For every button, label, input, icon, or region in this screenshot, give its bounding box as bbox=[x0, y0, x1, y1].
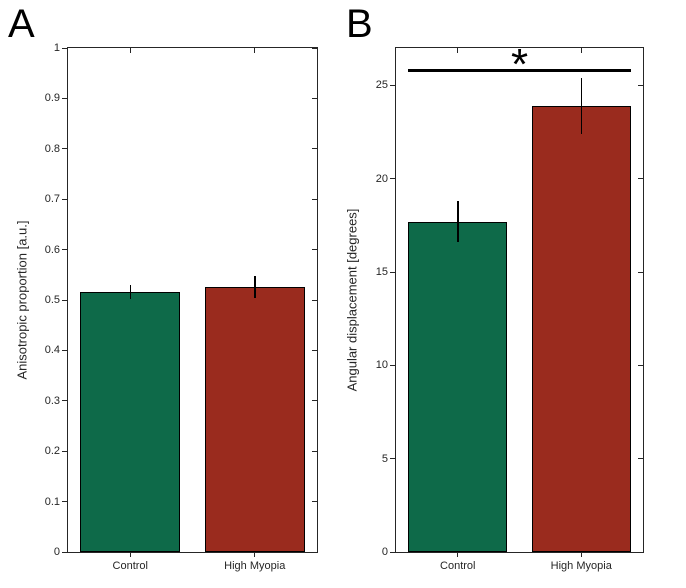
y-tick bbox=[62, 249, 67, 251]
y-tick bbox=[390, 364, 395, 366]
y-tick-mirror bbox=[312, 249, 317, 251]
x-tick-label-control: Control bbox=[440, 560, 476, 572]
panel-b-plot-area: 0 5 10 15 20 25 Control High Myopia * bbox=[376, 43, 644, 572]
error-bar-control bbox=[129, 285, 131, 300]
y-tick-mirror bbox=[312, 551, 317, 553]
y-tick bbox=[62, 349, 67, 351]
x-tick-mirror bbox=[580, 48, 582, 53]
y-tick-mirror bbox=[638, 364, 643, 366]
panel-a-label: A bbox=[8, 2, 35, 46]
y-tick-label: 0.3 bbox=[44, 394, 60, 407]
y-tick-label: 0.9 bbox=[44, 92, 60, 105]
x-tick-mirror bbox=[254, 48, 256, 53]
y-tick bbox=[390, 178, 395, 180]
y-tick-label: 15 bbox=[375, 266, 388, 278]
y-tick-label: 20 bbox=[375, 172, 388, 185]
error-bar-high-myopia bbox=[254, 276, 256, 299]
y-tick-mirror bbox=[312, 400, 317, 402]
y-tick-mirror bbox=[312, 450, 317, 452]
y-tick-label: 0.6 bbox=[44, 243, 60, 256]
x-tick bbox=[580, 552, 582, 557]
y-tick bbox=[390, 84, 395, 86]
y-tick-mirror bbox=[312, 349, 317, 351]
panel-b-label: B bbox=[346, 2, 373, 46]
y-tick bbox=[62, 47, 67, 49]
y-tick-mirror bbox=[312, 198, 317, 200]
x-tick-mirror bbox=[129, 48, 131, 53]
bar-control bbox=[80, 292, 181, 552]
y-tick-label: 0.8 bbox=[44, 142, 60, 155]
y-tick-label: 0.1 bbox=[44, 495, 60, 508]
panel-a-plot-area: 0 0.1 0.2 0.3 0.4 0.5 0.6 0.7 0.8 0.9 1 Control High… bbox=[45, 42, 318, 572]
y-tick bbox=[62, 400, 67, 402]
y-tick-label: 1 bbox=[53, 42, 60, 54]
x-tick bbox=[129, 552, 131, 557]
y-tick bbox=[62, 551, 67, 553]
y-tick-label: 0.2 bbox=[44, 445, 60, 458]
y-tick-mirror bbox=[312, 148, 317, 150]
y-tick-mirror bbox=[638, 458, 643, 460]
y-tick-mirror bbox=[312, 501, 317, 503]
y-tick bbox=[62, 501, 67, 503]
y-tick bbox=[62, 450, 67, 452]
y-tick-mirror bbox=[638, 271, 643, 273]
bar-high-myopia bbox=[204, 287, 305, 552]
x-tick-label-high-myopia: High Myopia bbox=[224, 560, 286, 572]
y-tick bbox=[62, 148, 67, 150]
y-tick-label: 5 bbox=[381, 452, 388, 465]
y-tick-label: 0.5 bbox=[44, 294, 60, 306]
y-tick bbox=[390, 458, 395, 460]
x-tick bbox=[254, 552, 256, 557]
y-tick-mirror bbox=[312, 97, 317, 99]
y-tick bbox=[390, 271, 395, 273]
y-tick-label: 0 bbox=[381, 546, 388, 558]
error-bar-control bbox=[457, 201, 459, 243]
x-tick-mirror bbox=[457, 48, 459, 53]
y-tick-label: 0.4 bbox=[44, 344, 60, 357]
y-tick-mirror bbox=[638, 84, 643, 86]
y-tick-mirror bbox=[638, 178, 643, 180]
y-tick bbox=[390, 551, 395, 553]
significance-line bbox=[408, 68, 631, 72]
y-tick bbox=[62, 198, 67, 200]
y-tick bbox=[62, 299, 67, 301]
error-bar-high-myopia bbox=[580, 77, 582, 134]
bar-control bbox=[408, 221, 508, 552]
x-tick bbox=[457, 552, 459, 557]
y-tick bbox=[62, 97, 67, 99]
y-tick-mirror bbox=[638, 551, 643, 553]
x-tick-label-high-myopia: High Myopia bbox=[550, 560, 612, 572]
y-tick-label: 0.7 bbox=[44, 193, 60, 206]
y-tick-mirror bbox=[312, 47, 317, 49]
y-tick-mirror bbox=[312, 299, 317, 301]
x-tick-label-control: Control bbox=[112, 560, 148, 572]
y-tick-label: 10 bbox=[375, 359, 388, 372]
y-tick-label: 25 bbox=[375, 79, 388, 92]
significance-asterisk: * bbox=[510, 40, 529, 90]
y-tick-label: 0 bbox=[53, 546, 60, 558]
bar-high-myopia bbox=[531, 105, 631, 552]
